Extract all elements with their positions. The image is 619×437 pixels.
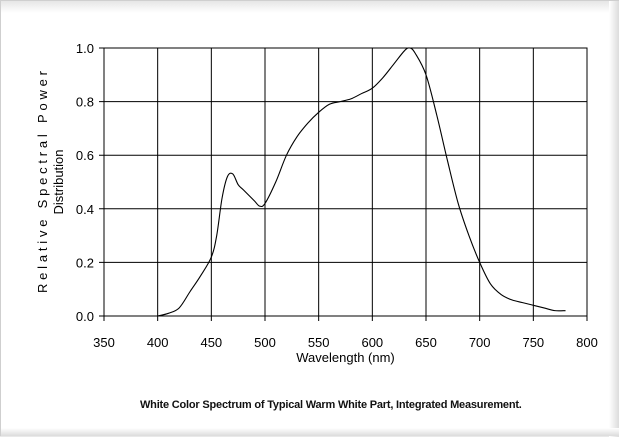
frame-bottom-shadow bbox=[1, 428, 619, 436]
x-tick-labels: 350 400 450 500 550 600 650 700 750 800 bbox=[93, 335, 598, 350]
spectrum-line bbox=[157, 47, 566, 317]
x-tick-label: 350 bbox=[93, 335, 115, 350]
y-tick-label: 0.0 bbox=[76, 309, 94, 324]
x-tick-label: 800 bbox=[576, 335, 598, 350]
figure-caption: White Color Spectrum of Typical Warm Whi… bbox=[140, 399, 522, 411]
series-group bbox=[157, 47, 566, 317]
frame-right-shadow bbox=[609, 1, 619, 437]
grid-lines bbox=[99, 47, 588, 321]
y-tick-labels: 0.0 0.2 0.4 0.6 0.8 1.0 bbox=[76, 41, 94, 324]
x-tick-label: 600 bbox=[361, 335, 383, 350]
frame-top-shadow bbox=[1, 1, 619, 13]
y-tick-label: 0.4 bbox=[76, 202, 94, 217]
x-tick-label: 700 bbox=[469, 335, 491, 350]
x-tick-label: 550 bbox=[308, 335, 330, 350]
y-tick-label: 0.6 bbox=[76, 148, 94, 163]
y-axis-title-line1: Relative Spectral Power bbox=[35, 70, 50, 293]
y-tick-label: 0.2 bbox=[76, 255, 94, 270]
x-tick-label: 500 bbox=[254, 335, 276, 350]
y-axis-title-line2: Distribution bbox=[51, 149, 66, 214]
x-tick-label: 400 bbox=[147, 335, 169, 350]
x-tick-label: 650 bbox=[415, 335, 437, 350]
y-tick-label: 0.8 bbox=[76, 95, 94, 110]
x-axis-title: Wavelength (nm) bbox=[296, 350, 395, 365]
x-tick-label: 450 bbox=[200, 335, 222, 350]
x-tick-label: 750 bbox=[522, 335, 544, 350]
y-tick-label: 1.0 bbox=[76, 41, 94, 56]
plot-area-border bbox=[103, 47, 588, 317]
